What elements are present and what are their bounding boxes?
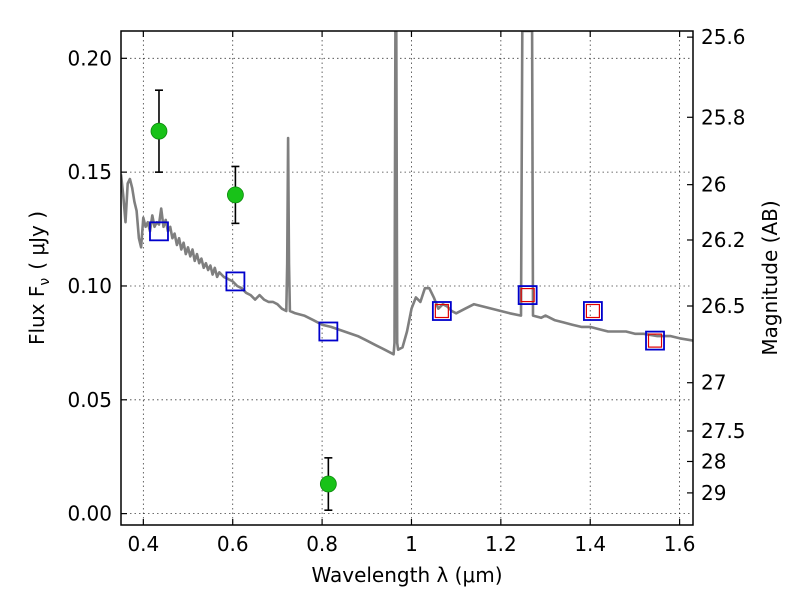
x-tick-label: 1.2 xyxy=(485,532,517,556)
y-axis-label: Flux Fν ( μJy ) xyxy=(25,211,53,345)
spectrum-line xyxy=(121,31,693,356)
y2-axis-label: Magnitude (AB) xyxy=(758,200,782,355)
x-tick-label: 1.6 xyxy=(664,532,696,556)
y-tick-label: 0.10 xyxy=(67,274,112,298)
y2-tick-label: 29 xyxy=(701,481,726,505)
y2-tick-label: 26 xyxy=(701,173,726,197)
x-tick-label: 1.4 xyxy=(574,532,606,556)
x-axis-label: Wavelength λ (μm) xyxy=(311,563,502,587)
y-axis-label-main: Flux F xyxy=(25,286,49,345)
y-tick-label: 0.15 xyxy=(67,160,112,184)
model-spectrum xyxy=(121,31,693,356)
model-point-inner xyxy=(585,303,601,319)
model-point xyxy=(583,301,603,321)
observed-point xyxy=(226,186,244,204)
model-point xyxy=(517,285,538,305)
model-point xyxy=(645,330,665,351)
y2-tick-label: 28 xyxy=(701,449,726,473)
y2-tick-label: 25.6 xyxy=(701,25,746,49)
x-tick-label: 0.6 xyxy=(217,532,249,556)
model-point-inner xyxy=(520,287,535,303)
model-photometry xyxy=(149,221,665,351)
x-tick-label: 0.4 xyxy=(127,532,159,556)
y-axis: 0.00 0.05 0.10 0.15 0.20 xyxy=(67,46,127,526)
y-tick-label: 0.00 xyxy=(67,502,112,526)
model-point-inner xyxy=(647,333,663,348)
observed-photometry xyxy=(150,89,337,512)
model-point xyxy=(149,221,169,242)
x-tick-label: 1 xyxy=(405,532,418,556)
plot-frame xyxy=(120,30,694,526)
observed-point xyxy=(319,475,337,493)
y-tick-label: 0.20 xyxy=(67,46,112,70)
y2-tick-label: 26.2 xyxy=(701,228,746,252)
grid xyxy=(121,31,693,525)
y-axis-label-unit: ( μJy ) xyxy=(25,211,49,270)
y-tick-label: 0.05 xyxy=(67,388,112,412)
observed-point xyxy=(150,122,168,140)
y2-tick-label: 25.8 xyxy=(701,105,746,129)
y2-axis: 25.6 25.8 26 26.2 26.5 27 27.5 28 29 xyxy=(687,25,746,505)
x-tick-label: 0.8 xyxy=(306,532,338,556)
y2-tick-label: 27 xyxy=(701,371,726,395)
model-point xyxy=(431,301,452,321)
model-point xyxy=(318,321,339,342)
model-point xyxy=(225,271,246,292)
y-axis-label-sub: ν xyxy=(37,278,53,286)
x-axis: 0.4 0.6 0.8 1 1.2 1.4 1.6 xyxy=(127,31,696,556)
model-point-inner xyxy=(434,303,449,319)
y2-tick-label: 26.5 xyxy=(701,294,746,318)
y2-tick-label: 27.5 xyxy=(701,419,746,443)
